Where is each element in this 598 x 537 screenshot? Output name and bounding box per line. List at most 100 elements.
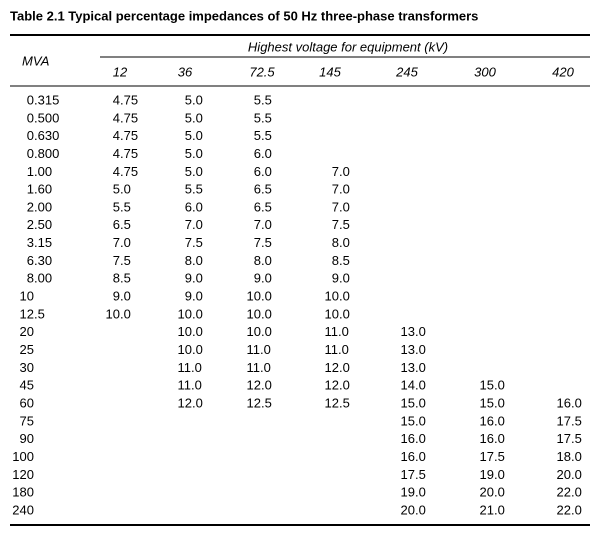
cell: 10.0	[247, 306, 272, 321]
cell: 10.0	[178, 342, 203, 357]
row-label: 6.30	[27, 253, 52, 268]
row-label: 100	[12, 449, 34, 464]
cell: 5.0	[185, 128, 203, 143]
cell: 19.0	[480, 467, 505, 482]
cell: 7.5	[332, 217, 350, 232]
group-header: Highest voltage for equipment (kV)	[248, 39, 448, 54]
cell: 8.0	[254, 253, 272, 268]
column-header: 12	[113, 64, 128, 79]
row-label: 25	[20, 342, 34, 357]
cell: 15.0	[401, 396, 426, 411]
row-label: 30	[20, 360, 34, 375]
table-title: Table 2.1 Typical percentage impedances …	[10, 8, 478, 23]
row-header: MVA	[22, 53, 49, 68]
cell: 5.0	[185, 110, 203, 125]
row-label: 120	[12, 467, 34, 482]
cell: 9.0	[113, 289, 131, 304]
cell: 4.75	[113, 110, 138, 125]
cell: 11.0	[178, 378, 202, 393]
row-label: 3.15	[27, 235, 52, 250]
cell: 20.0	[557, 467, 582, 482]
cell: 10.0	[106, 306, 131, 321]
cell: 6.5	[254, 199, 272, 214]
cell: 15.0	[480, 396, 505, 411]
cell: 5.0	[185, 164, 203, 179]
cell: 4.75	[113, 146, 138, 161]
cell: 10.0	[247, 324, 272, 339]
cell: 16.0	[557, 396, 582, 411]
column-header: 420	[552, 64, 574, 79]
cell: 16.0	[480, 431, 505, 446]
cell: 12.0	[178, 396, 203, 411]
row-label: 0.500	[27, 110, 60, 125]
cell: 20.0	[401, 503, 426, 518]
cell: 17.5	[557, 413, 582, 428]
cell: 4.75	[113, 92, 138, 107]
row-label: 0.315	[27, 92, 60, 107]
cell: 12.0	[325, 378, 350, 393]
column-header: 300	[474, 64, 496, 79]
cell: 18.0	[557, 449, 582, 464]
cell: 7.0	[332, 164, 350, 179]
cell: 17.5	[557, 431, 582, 446]
cell: 21.0	[480, 503, 505, 518]
row-label: 8.00	[27, 271, 52, 286]
row-label: 2.00	[27, 199, 52, 214]
cell: 22.0	[557, 503, 582, 518]
cell: 5.0	[113, 182, 131, 197]
column-header: 145	[319, 64, 341, 79]
cell: 4.75	[113, 164, 138, 179]
cell: 5.5	[254, 110, 272, 125]
cell: 16.0	[401, 449, 426, 464]
cell: 11.0	[325, 324, 349, 339]
cell: 13.0	[401, 324, 426, 339]
cell: 12.5	[325, 396, 350, 411]
cell: 11.0	[247, 360, 271, 375]
cell: 9.0	[185, 289, 203, 304]
row-label: 75	[20, 413, 34, 428]
cell: 7.0	[185, 217, 203, 232]
cell: 11.0	[247, 342, 271, 357]
row-label: 12.5	[20, 306, 45, 321]
cell: 7.5	[185, 235, 203, 250]
cell: 8.0	[185, 253, 203, 268]
cell: 5.5	[254, 128, 272, 143]
cell: 13.0	[401, 360, 426, 375]
cell: 6.0	[254, 146, 272, 161]
row-label: 20	[20, 324, 34, 339]
cell: 9.0	[254, 271, 272, 286]
cell: 6.0	[254, 164, 272, 179]
cell: 16.0	[480, 413, 505, 428]
row-label: 2.50	[27, 217, 52, 232]
row-label: 45	[20, 378, 34, 393]
row-label: 60	[20, 396, 34, 411]
cell: 16.0	[401, 431, 426, 446]
cell: 5.0	[185, 92, 203, 107]
cell: 8.0	[332, 235, 350, 250]
column-header: 36	[178, 64, 193, 79]
cell: 11.0	[178, 360, 202, 375]
row-label: 1.00	[27, 164, 52, 179]
cell: 13.0	[401, 342, 426, 357]
row-label: 0.800	[27, 146, 60, 161]
cell: 7.0	[332, 182, 350, 197]
cell: 22.0	[557, 485, 582, 500]
column-header: 245	[395, 64, 418, 79]
row-label: 180	[12, 485, 34, 500]
cell: 9.0	[185, 271, 203, 286]
row-label: 1.60	[27, 182, 52, 197]
cell: 7.0	[332, 199, 350, 214]
cell: 10.0	[247, 289, 272, 304]
cell: 5.0	[185, 146, 203, 161]
cell: 15.0	[401, 413, 426, 428]
cell: 5.5	[254, 92, 272, 107]
row-label: 10	[20, 289, 34, 304]
cell: 12.0	[247, 378, 272, 393]
cell: 6.5	[113, 217, 131, 232]
cell: 17.5	[401, 467, 426, 482]
row-label: 0.630	[27, 128, 60, 143]
cell: 10.0	[178, 324, 203, 339]
cell: 8.5	[332, 253, 350, 268]
cell: 20.0	[480, 485, 505, 500]
